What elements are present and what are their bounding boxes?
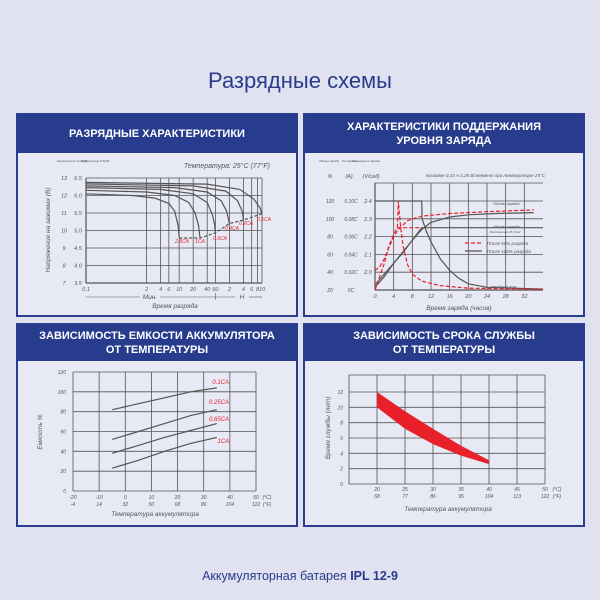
page-title: Разрядные схемы [208, 68, 392, 93]
capacity-vs-temperature-panel: ЗАВИСИМОСТЬ ЕМКОСТИ АККУМУЛЯТОРА ОТ ТЕМП… [16, 323, 298, 527]
panel-title: РАЗРЯДНЫЕ ХАРАКТЕРИСТИКИ [18, 115, 296, 153]
footer-model: IPL 12-9 [350, 569, 398, 583]
panel-title: ЗАВИСИМОСТЬ ЕМКОСТИ АККУМУЛЯТОРА ОТ ТЕМП… [18, 325, 296, 361]
panel-title: ЗАВИСИМОСТЬ СРОКА СЛУЖБЫ ОТ ТЕМПЕРАТУРЫ [305, 325, 583, 361]
footer: Аккумуляторная батарея IPL 12-9 [0, 569, 600, 583]
charge-retention-panel: ХАРАКТЕРИСТИКИ ПОДДЕРЖАНИЯ УРОВНЯ ЗАРЯДА [303, 113, 585, 317]
service-life-vs-temperature-panel: ЗАВИСИМОСТЬ СРОКА СЛУЖБЫ ОТ ТЕМПЕРАТУРЫ [303, 323, 585, 527]
footer-prefix: Аккумуляторная батарея [202, 569, 347, 583]
discharge-characteristics-panel: РАЗРЯДНЫЕ ХАРАКТЕРИСТИКИ [16, 113, 298, 317]
panel-title: ХАРАКТЕРИСТИКИ ПОДДЕРЖАНИЯ УРОВНЯ ЗАРЯДА [305, 115, 583, 153]
